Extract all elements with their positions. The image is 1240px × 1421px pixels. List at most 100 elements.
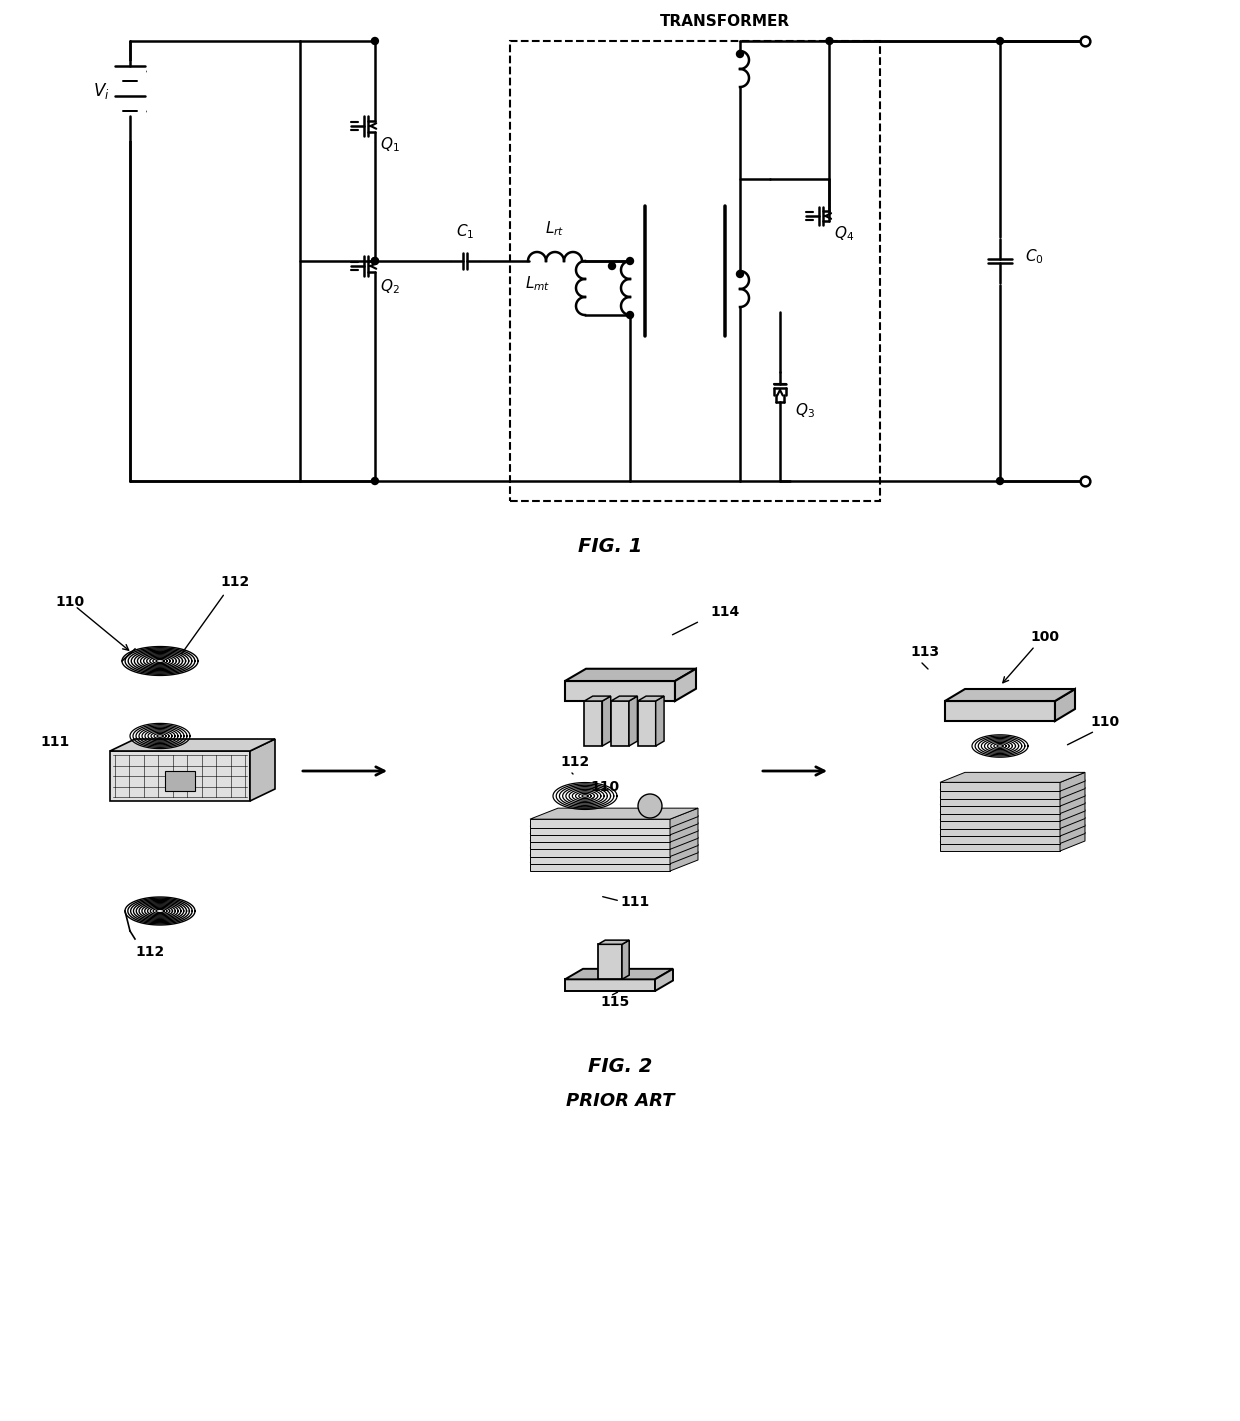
Circle shape: [626, 311, 634, 318]
Polygon shape: [529, 848, 670, 857]
Polygon shape: [529, 855, 670, 864]
Text: $C_1$: $C_1$: [456, 222, 474, 240]
Polygon shape: [940, 843, 1060, 851]
Polygon shape: [940, 833, 1085, 843]
Text: $Q_3$: $Q_3$: [795, 401, 815, 421]
Text: 110: 110: [55, 595, 84, 610]
Polygon shape: [670, 844, 698, 864]
Text: $C_0$: $C_0$: [1025, 247, 1044, 266]
Polygon shape: [670, 830, 698, 850]
Polygon shape: [584, 701, 603, 746]
Polygon shape: [940, 824, 1085, 834]
Polygon shape: [940, 783, 1060, 791]
Circle shape: [626, 257, 634, 264]
Polygon shape: [940, 780, 1085, 790]
Polygon shape: [565, 681, 675, 701]
Polygon shape: [529, 851, 698, 863]
Polygon shape: [529, 816, 698, 827]
Polygon shape: [529, 823, 698, 834]
Polygon shape: [250, 739, 275, 801]
Polygon shape: [940, 810, 1085, 820]
Text: 112: 112: [135, 945, 165, 959]
Polygon shape: [675, 669, 696, 701]
Text: 114: 114: [711, 605, 739, 620]
Polygon shape: [529, 844, 698, 855]
Polygon shape: [529, 818, 670, 827]
Polygon shape: [655, 969, 673, 990]
Polygon shape: [940, 803, 1085, 813]
Polygon shape: [1060, 794, 1085, 814]
Text: PRIOR ART: PRIOR ART: [565, 1091, 675, 1110]
Polygon shape: [1055, 689, 1075, 720]
Polygon shape: [670, 816, 698, 836]
Text: 112: 112: [219, 576, 249, 588]
Polygon shape: [940, 804, 1060, 814]
Text: 111: 111: [40, 735, 69, 749]
Polygon shape: [940, 794, 1085, 804]
Circle shape: [609, 263, 615, 270]
Circle shape: [372, 477, 378, 485]
Polygon shape: [565, 669, 696, 681]
Circle shape: [372, 257, 378, 264]
Polygon shape: [565, 979, 655, 990]
Text: 115: 115: [600, 995, 629, 1009]
Polygon shape: [529, 827, 670, 836]
Polygon shape: [940, 834, 1060, 844]
Polygon shape: [1060, 810, 1085, 828]
Polygon shape: [565, 969, 673, 979]
Polygon shape: [529, 809, 698, 818]
Text: $V_i$: $V_i$: [93, 81, 110, 101]
Text: $Q_1$: $Q_1$: [379, 135, 399, 153]
Polygon shape: [670, 823, 698, 843]
Polygon shape: [598, 941, 629, 945]
Circle shape: [372, 37, 378, 44]
Polygon shape: [940, 787, 1085, 797]
Polygon shape: [940, 813, 1060, 821]
Polygon shape: [637, 701, 656, 746]
Text: 110: 110: [590, 780, 619, 794]
Circle shape: [639, 794, 662, 818]
Polygon shape: [529, 837, 698, 848]
Text: $L_{rt}$: $L_{rt}$: [546, 219, 564, 237]
Text: 113: 113: [910, 645, 939, 659]
Polygon shape: [622, 941, 629, 979]
Text: TRANSFORMER: TRANSFORMER: [660, 14, 790, 28]
Polygon shape: [1060, 787, 1085, 806]
Polygon shape: [670, 851, 698, 871]
Polygon shape: [670, 809, 698, 827]
Text: 111: 111: [620, 895, 650, 909]
Polygon shape: [940, 817, 1085, 827]
Polygon shape: [637, 696, 665, 701]
Text: 112: 112: [560, 755, 589, 769]
Text: FIG. 1: FIG. 1: [578, 537, 642, 556]
Text: 100: 100: [1030, 630, 1059, 644]
Polygon shape: [529, 834, 670, 843]
Text: 110: 110: [1090, 715, 1120, 729]
Polygon shape: [603, 696, 611, 746]
Bar: [114, 61, 146, 141]
Circle shape: [997, 37, 1003, 44]
Polygon shape: [611, 701, 629, 746]
Polygon shape: [940, 773, 1085, 783]
Text: $L_{mt}$: $L_{mt}$: [525, 274, 551, 293]
Polygon shape: [1060, 773, 1085, 791]
Polygon shape: [529, 830, 698, 841]
Text: $Q_2$: $Q_2$: [379, 277, 399, 296]
Polygon shape: [945, 701, 1055, 720]
Polygon shape: [940, 797, 1060, 806]
Bar: [510, 41, 880, 502]
Text: FIG. 2: FIG. 2: [588, 1056, 652, 1076]
Polygon shape: [940, 790, 1060, 799]
Polygon shape: [1060, 803, 1085, 821]
Polygon shape: [110, 739, 275, 752]
Circle shape: [372, 257, 378, 264]
Polygon shape: [940, 820, 1060, 828]
Polygon shape: [110, 752, 250, 801]
Polygon shape: [629, 696, 637, 746]
Bar: [165, 772, 195, 791]
Circle shape: [997, 477, 1003, 485]
Circle shape: [826, 37, 833, 44]
Polygon shape: [945, 689, 1075, 701]
Circle shape: [737, 51, 744, 57]
Polygon shape: [1060, 824, 1085, 844]
